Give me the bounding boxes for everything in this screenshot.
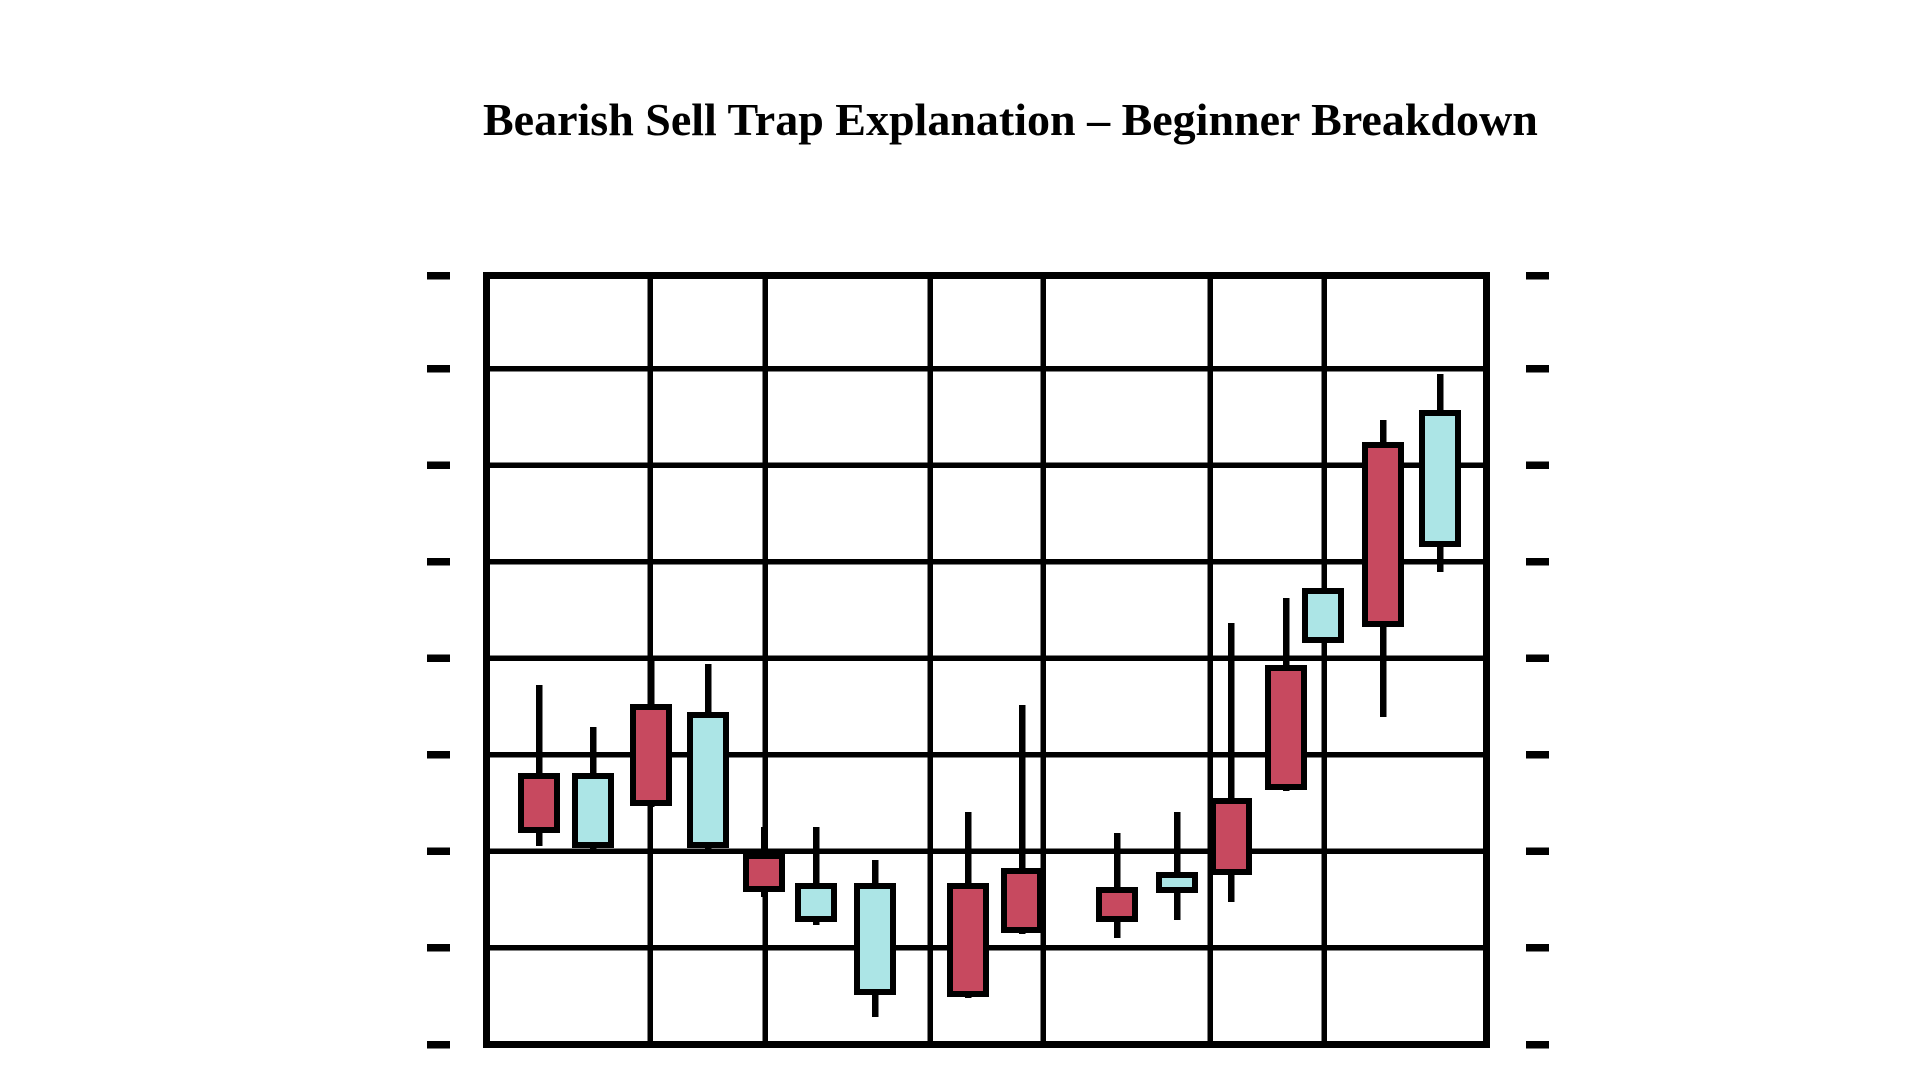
right-axis-tick — [1526, 364, 1549, 373]
candle-body-bull — [1302, 588, 1344, 643]
candle-body-bear — [1362, 442, 1404, 627]
candle-body-bear — [947, 883, 989, 997]
right-axis-tick — [1526, 461, 1549, 469]
candle-body-bear — [1096, 887, 1138, 922]
right-axis-tick — [1526, 271, 1549, 280]
left-axis-tick — [427, 364, 450, 373]
left-axis-tick — [427, 557, 450, 566]
left-axis-tick — [427, 271, 450, 280]
right-axis-tick — [1526, 1040, 1549, 1049]
left-axis-tick — [427, 750, 450, 759]
candle-body-bear — [1265, 665, 1307, 790]
left-axis-tick — [427, 461, 450, 469]
candle-body-bear — [1210, 798, 1252, 875]
left-axis-tick — [427, 943, 450, 952]
candle-body-bear — [1001, 868, 1043, 933]
right-axis-tick — [1526, 654, 1549, 662]
right-axis-tick — [1526, 847, 1549, 855]
chart-title: Bearish Sell Trap Explanation – Beginner… — [483, 94, 1538, 145]
candle-body-bull — [795, 883, 837, 922]
plot-border — [483, 272, 1490, 1048]
left-axis-tick — [427, 847, 450, 855]
right-axis-tick — [1526, 557, 1549, 566]
right-axis-tick — [1526, 943, 1549, 952]
candle-body-bear — [743, 853, 785, 892]
left-axis-tick — [427, 654, 450, 662]
candle-body-bull — [572, 773, 614, 848]
candle-body-bull — [687, 712, 729, 848]
candle-body-bull — [854, 883, 896, 995]
candle-body-bull — [1419, 410, 1461, 547]
candle-body-bear — [630, 704, 672, 806]
left-axis-tick — [427, 1040, 450, 1049]
candle-body-bull — [1156, 872, 1198, 893]
candle-body-bear — [518, 773, 560, 833]
right-axis-tick — [1526, 750, 1549, 759]
